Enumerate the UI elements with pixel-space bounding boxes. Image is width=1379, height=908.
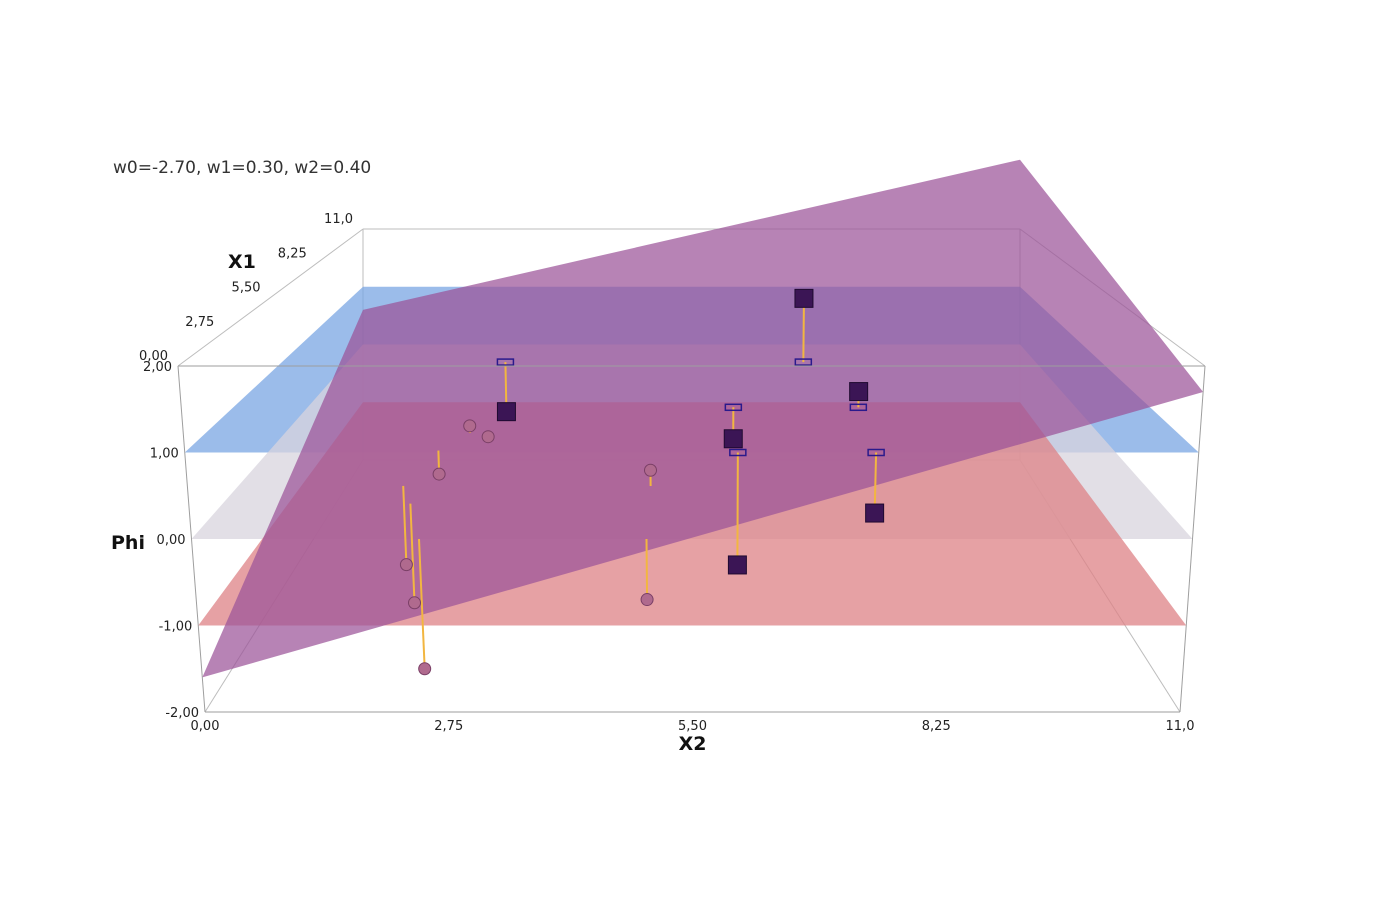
box-edge-left-top <box>177 228 364 367</box>
cube-point <box>727 555 747 575</box>
y-tick-label: 2,75 <box>185 315 214 330</box>
x-tick-label: 5,50 <box>678 719 707 734</box>
bounding-box-front <box>177 365 1206 713</box>
sphere-point <box>432 467 446 481</box>
sphere-point <box>408 596 422 610</box>
z-tick-label: 2,00 <box>143 360 172 375</box>
weights-annotation: w0=-2.70, w1=0.30, w2=0.40 <box>113 158 372 178</box>
x-tick-label: 8,25 <box>922 719 951 734</box>
residual-line <box>409 503 416 603</box>
cube-point-base <box>867 448 885 457</box>
cube-point-base <box>496 358 515 366</box>
sphere-point <box>644 463 658 477</box>
residual-line <box>418 538 426 669</box>
y-tick-label: 8,25 <box>278 246 307 261</box>
y-tick-label: 0,00 <box>139 349 168 364</box>
z-tick-label: 0,00 <box>157 533 186 548</box>
cube-point-base <box>849 403 868 412</box>
cube-point <box>723 429 743 449</box>
residual-line <box>645 538 649 600</box>
residual-line <box>802 298 805 363</box>
sphere-point <box>463 419 477 433</box>
cube-point-base <box>729 448 747 457</box>
x-axis-title: X2 <box>679 733 707 755</box>
ticks-layer: 0,00 2,75 5,50 8,25 11,0 0,00 2,75 5,50 8,25 11,0… <box>139 212 1194 734</box>
residual-line <box>402 485 408 565</box>
decision-plane <box>202 159 1204 678</box>
sphere-point <box>399 558 413 572</box>
x-tick-label: 2,75 <box>434 719 463 734</box>
planes-layer <box>184 159 1204 678</box>
y-axis-title: X1 <box>228 251 256 273</box>
x-tick-label: 11,0 <box>1166 719 1195 734</box>
cube-point-base <box>794 358 813 366</box>
cube-point <box>794 288 814 308</box>
sphere-point <box>481 430 495 444</box>
y-tick-label: 11,0 <box>324 212 353 227</box>
cube-point <box>849 382 869 402</box>
z-tick-label: 1,00 <box>150 447 179 462</box>
sphere-point <box>418 662 432 676</box>
x-tick-label: 0,00 <box>191 719 220 734</box>
box-edge-front-right <box>1179 365 1206 713</box>
sphere-point <box>640 593 654 607</box>
residual-line <box>873 452 878 514</box>
cube-point-base <box>724 403 743 412</box>
z-tick-label: -1,00 <box>159 620 193 635</box>
box-edge-front-left <box>177 365 206 713</box>
points-layer <box>399 288 885 676</box>
y-tick-label: 5,50 <box>232 281 261 296</box>
z-axis-title: Phi <box>111 532 145 554</box>
cube-point <box>496 402 516 422</box>
z-tick-label: -2,00 <box>165 706 199 721</box>
cube-point <box>865 503 885 523</box>
